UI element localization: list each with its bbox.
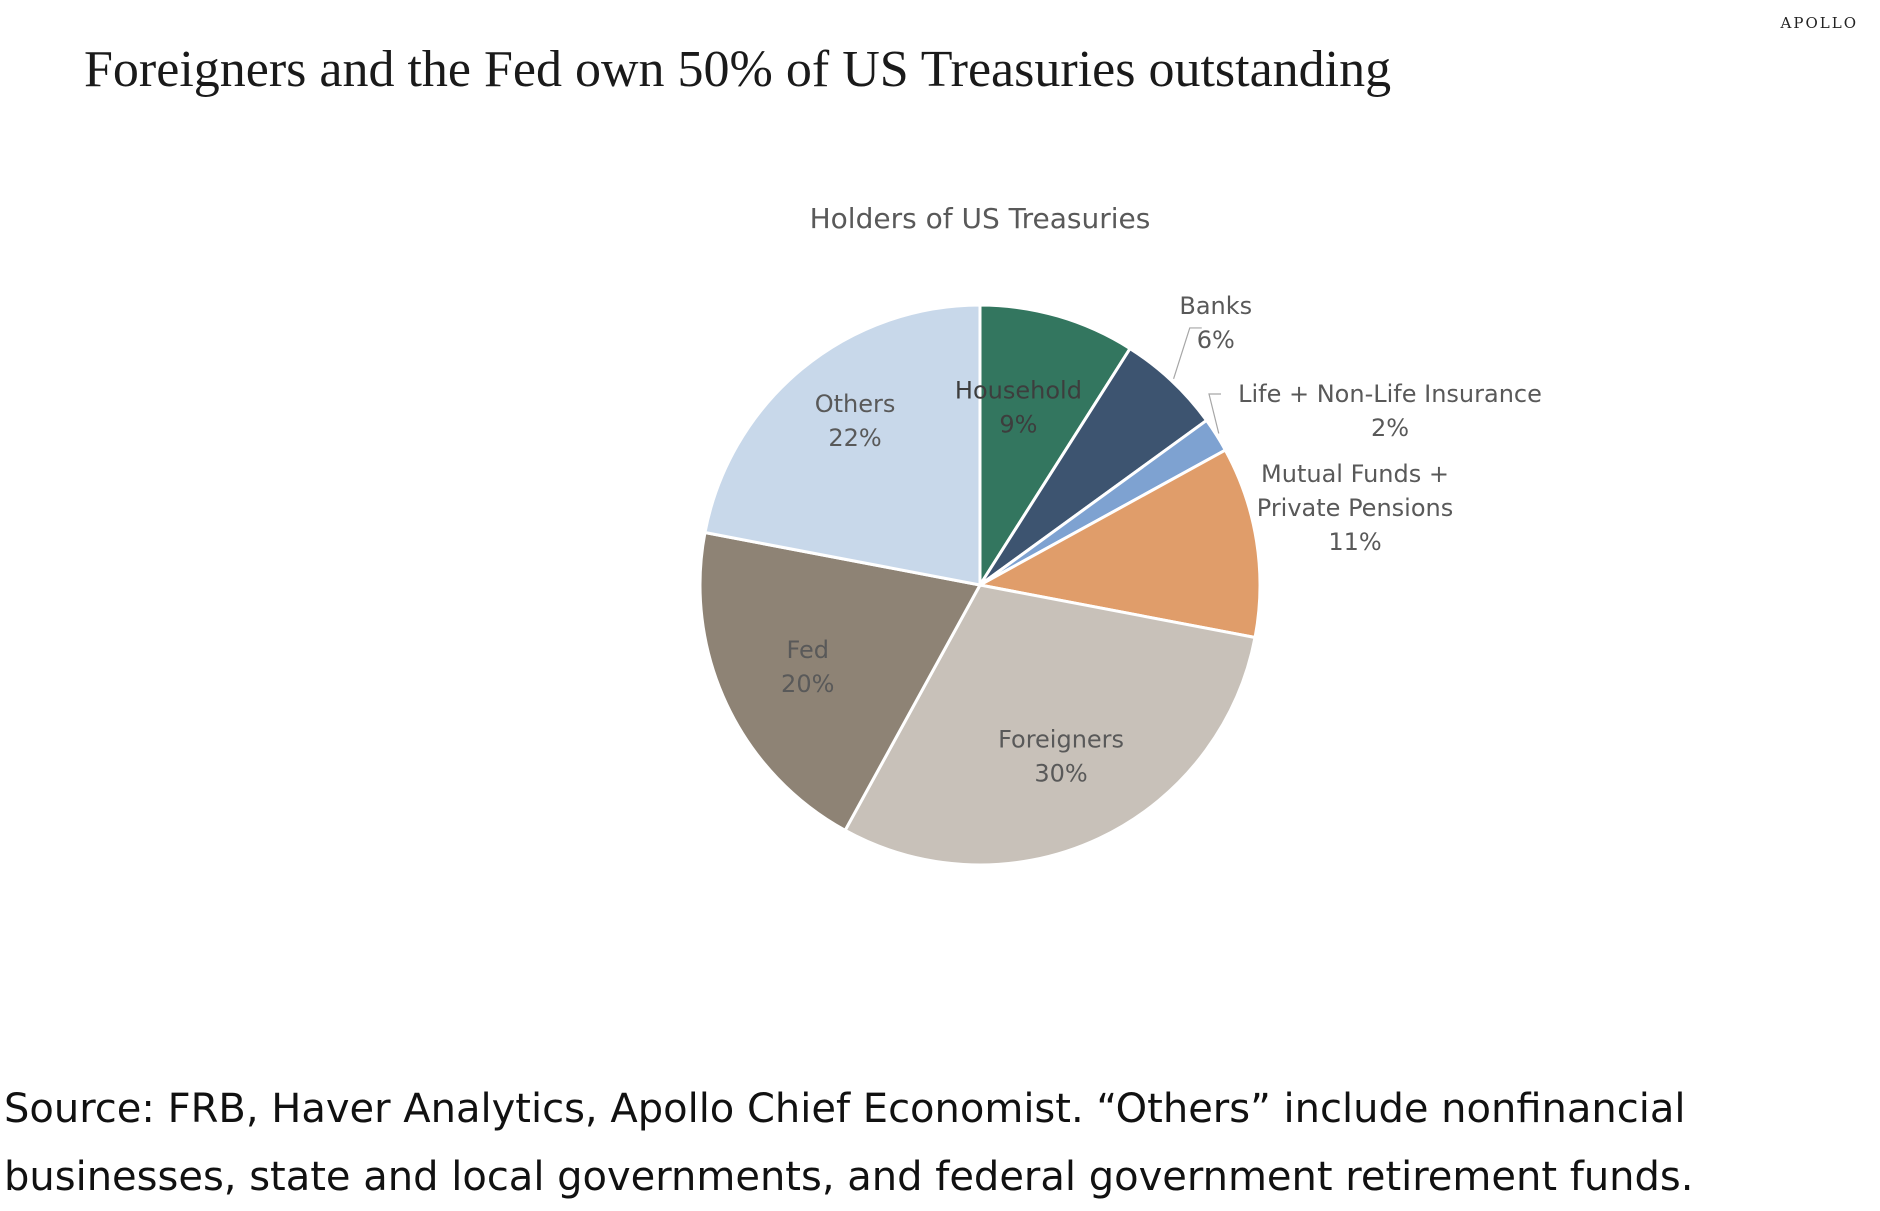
slice-label-line: 6%: [1197, 326, 1235, 354]
slice-label-line: Private Pensions: [1257, 494, 1453, 522]
slice-label-line: 30%: [1034, 759, 1087, 787]
pie-slice-household: [978, 303, 1133, 591]
slice-label-line: 11%: [1328, 528, 1381, 556]
slice-label-foreigners: Foreigners 30%: [998, 725, 1124, 787]
slice-label-life-non-life-insurance: Life + Non-Life Insurance 2%: [1238, 380, 1542, 442]
brand-logo: APOLLO: [1780, 14, 1858, 32]
slice-label-line: 22%: [828, 424, 881, 452]
slice-label-line: Household: [955, 376, 1082, 404]
slice-label-line: 9%: [999, 410, 1037, 438]
pie-slices: [698, 303, 1262, 867]
slice-label-mutual-funds-private-pensions: Mutual Funds + Private Pensions 11%: [1257, 460, 1453, 556]
slice-label-line: Others: [815, 390, 896, 418]
slice-label-others: Others 22%: [815, 390, 896, 452]
pie-slice-fed: [698, 530, 983, 833]
slice-labels: Household 9% Banks 6%Life + Non-Life Insura…: [781, 292, 1542, 787]
slice-label-line: Foreigners: [998, 725, 1124, 753]
source-note: Source: FRB, Haver Analytics, Apollo Chi…: [4, 1075, 1864, 1211]
source-line: businesses, state and local governments,…: [4, 1154, 1694, 1200]
slice-label-line: 20%: [781, 670, 834, 698]
source-line: Source: FRB, Haver Analytics, Apollo Chi…: [4, 1086, 1686, 1132]
chart-title: Holders of US Treasuries: [810, 202, 1151, 235]
slice-label-line: Life + Non-Life Insurance: [1238, 380, 1542, 408]
pie-slice-mutual-funds-private-pensions: [975, 448, 1262, 640]
label-leader-lines: [1173, 327, 1221, 434]
pie-slice-foreigners: [843, 583, 1257, 867]
leader-line-banks: [1173, 327, 1202, 380]
slice-label-line: Fed: [786, 636, 829, 664]
leader-line-life-non-life-insurance: [1208, 393, 1221, 434]
slice-label-line: Mutual Funds +: [1261, 460, 1449, 488]
headline: Foreigners and the Fed own 50% of US Tre…: [84, 41, 1392, 98]
slice-label-line: Banks: [1179, 292, 1252, 320]
pie-chart: Holders of US Treasuries Household 9% Bank…: [698, 202, 1542, 867]
slice-label-household: Household 9%: [955, 376, 1082, 438]
slice-label-line: 2%: [1371, 414, 1409, 442]
pie-slice-others: [703, 303, 982, 587]
slice-label-banks: Banks 6%: [1179, 292, 1252, 354]
slice-label-fed: Fed 20%: [781, 636, 834, 698]
